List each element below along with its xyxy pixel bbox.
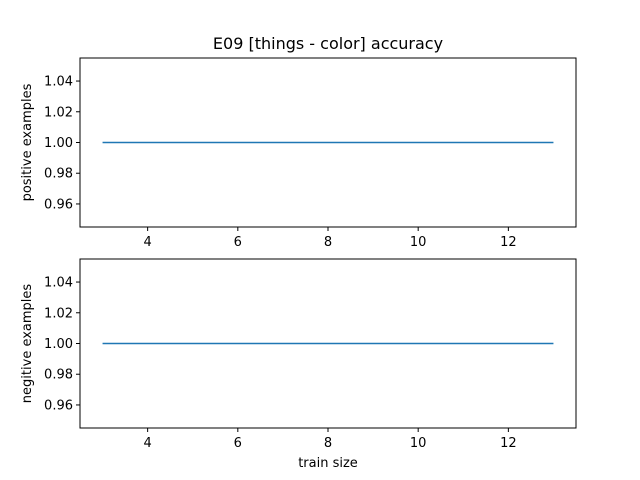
- x-tick-label-0-4: 4: [143, 235, 151, 250]
- x-axis-label: train size: [298, 456, 358, 471]
- x-tick-label-1-8: 8: [324, 436, 332, 451]
- y-axis-label-0: positive examples: [20, 83, 35, 201]
- y-tick-label-0-4: 1.04: [44, 75, 73, 90]
- y-tick-label-0-3: 1.02: [44, 105, 73, 120]
- x-tick-label-1-4: 4: [143, 436, 151, 451]
- y-tick-label-0-0: 0.96: [44, 197, 73, 212]
- y-axis-label-1: negitive examples: [20, 284, 35, 404]
- x-tick-label-0-8: 8: [324, 235, 332, 250]
- x-tick-label-1-10: 10: [410, 436, 427, 451]
- y-tick-label-1-3: 1.02: [44, 306, 73, 321]
- subplot-negative: 4 6 8 10 12 0.96 0.98 1.00 1.02 1.04 negitive exam…: [20, 258, 577, 451]
- y-tick-label-1-1: 0.98: [44, 368, 73, 383]
- x-tick-label-1-12: 12: [500, 436, 517, 451]
- y-tick-label-1-4: 1.04: [44, 276, 73, 291]
- x-tick-label-0-6: 6: [234, 235, 242, 250]
- y-tick-label-0-1: 0.98: [44, 167, 73, 182]
- chart-title: E09 [things - color] accuracy: [213, 34, 443, 53]
- x-tick-label-0-10: 10: [410, 235, 427, 250]
- y-tick-label-0-2: 1.00: [44, 136, 73, 151]
- x-tick-label-0-12: 12: [500, 235, 517, 250]
- x-tick-label-1-6: 6: [234, 436, 242, 451]
- y-tick-label-1-2: 1.00: [44, 337, 73, 352]
- y-tick-label-1-0: 0.96: [44, 398, 73, 413]
- subplot-positive: 4 6 8 10 12 0.96 0.98 1.00 1.02 1.04 positive exam…: [20, 57, 577, 250]
